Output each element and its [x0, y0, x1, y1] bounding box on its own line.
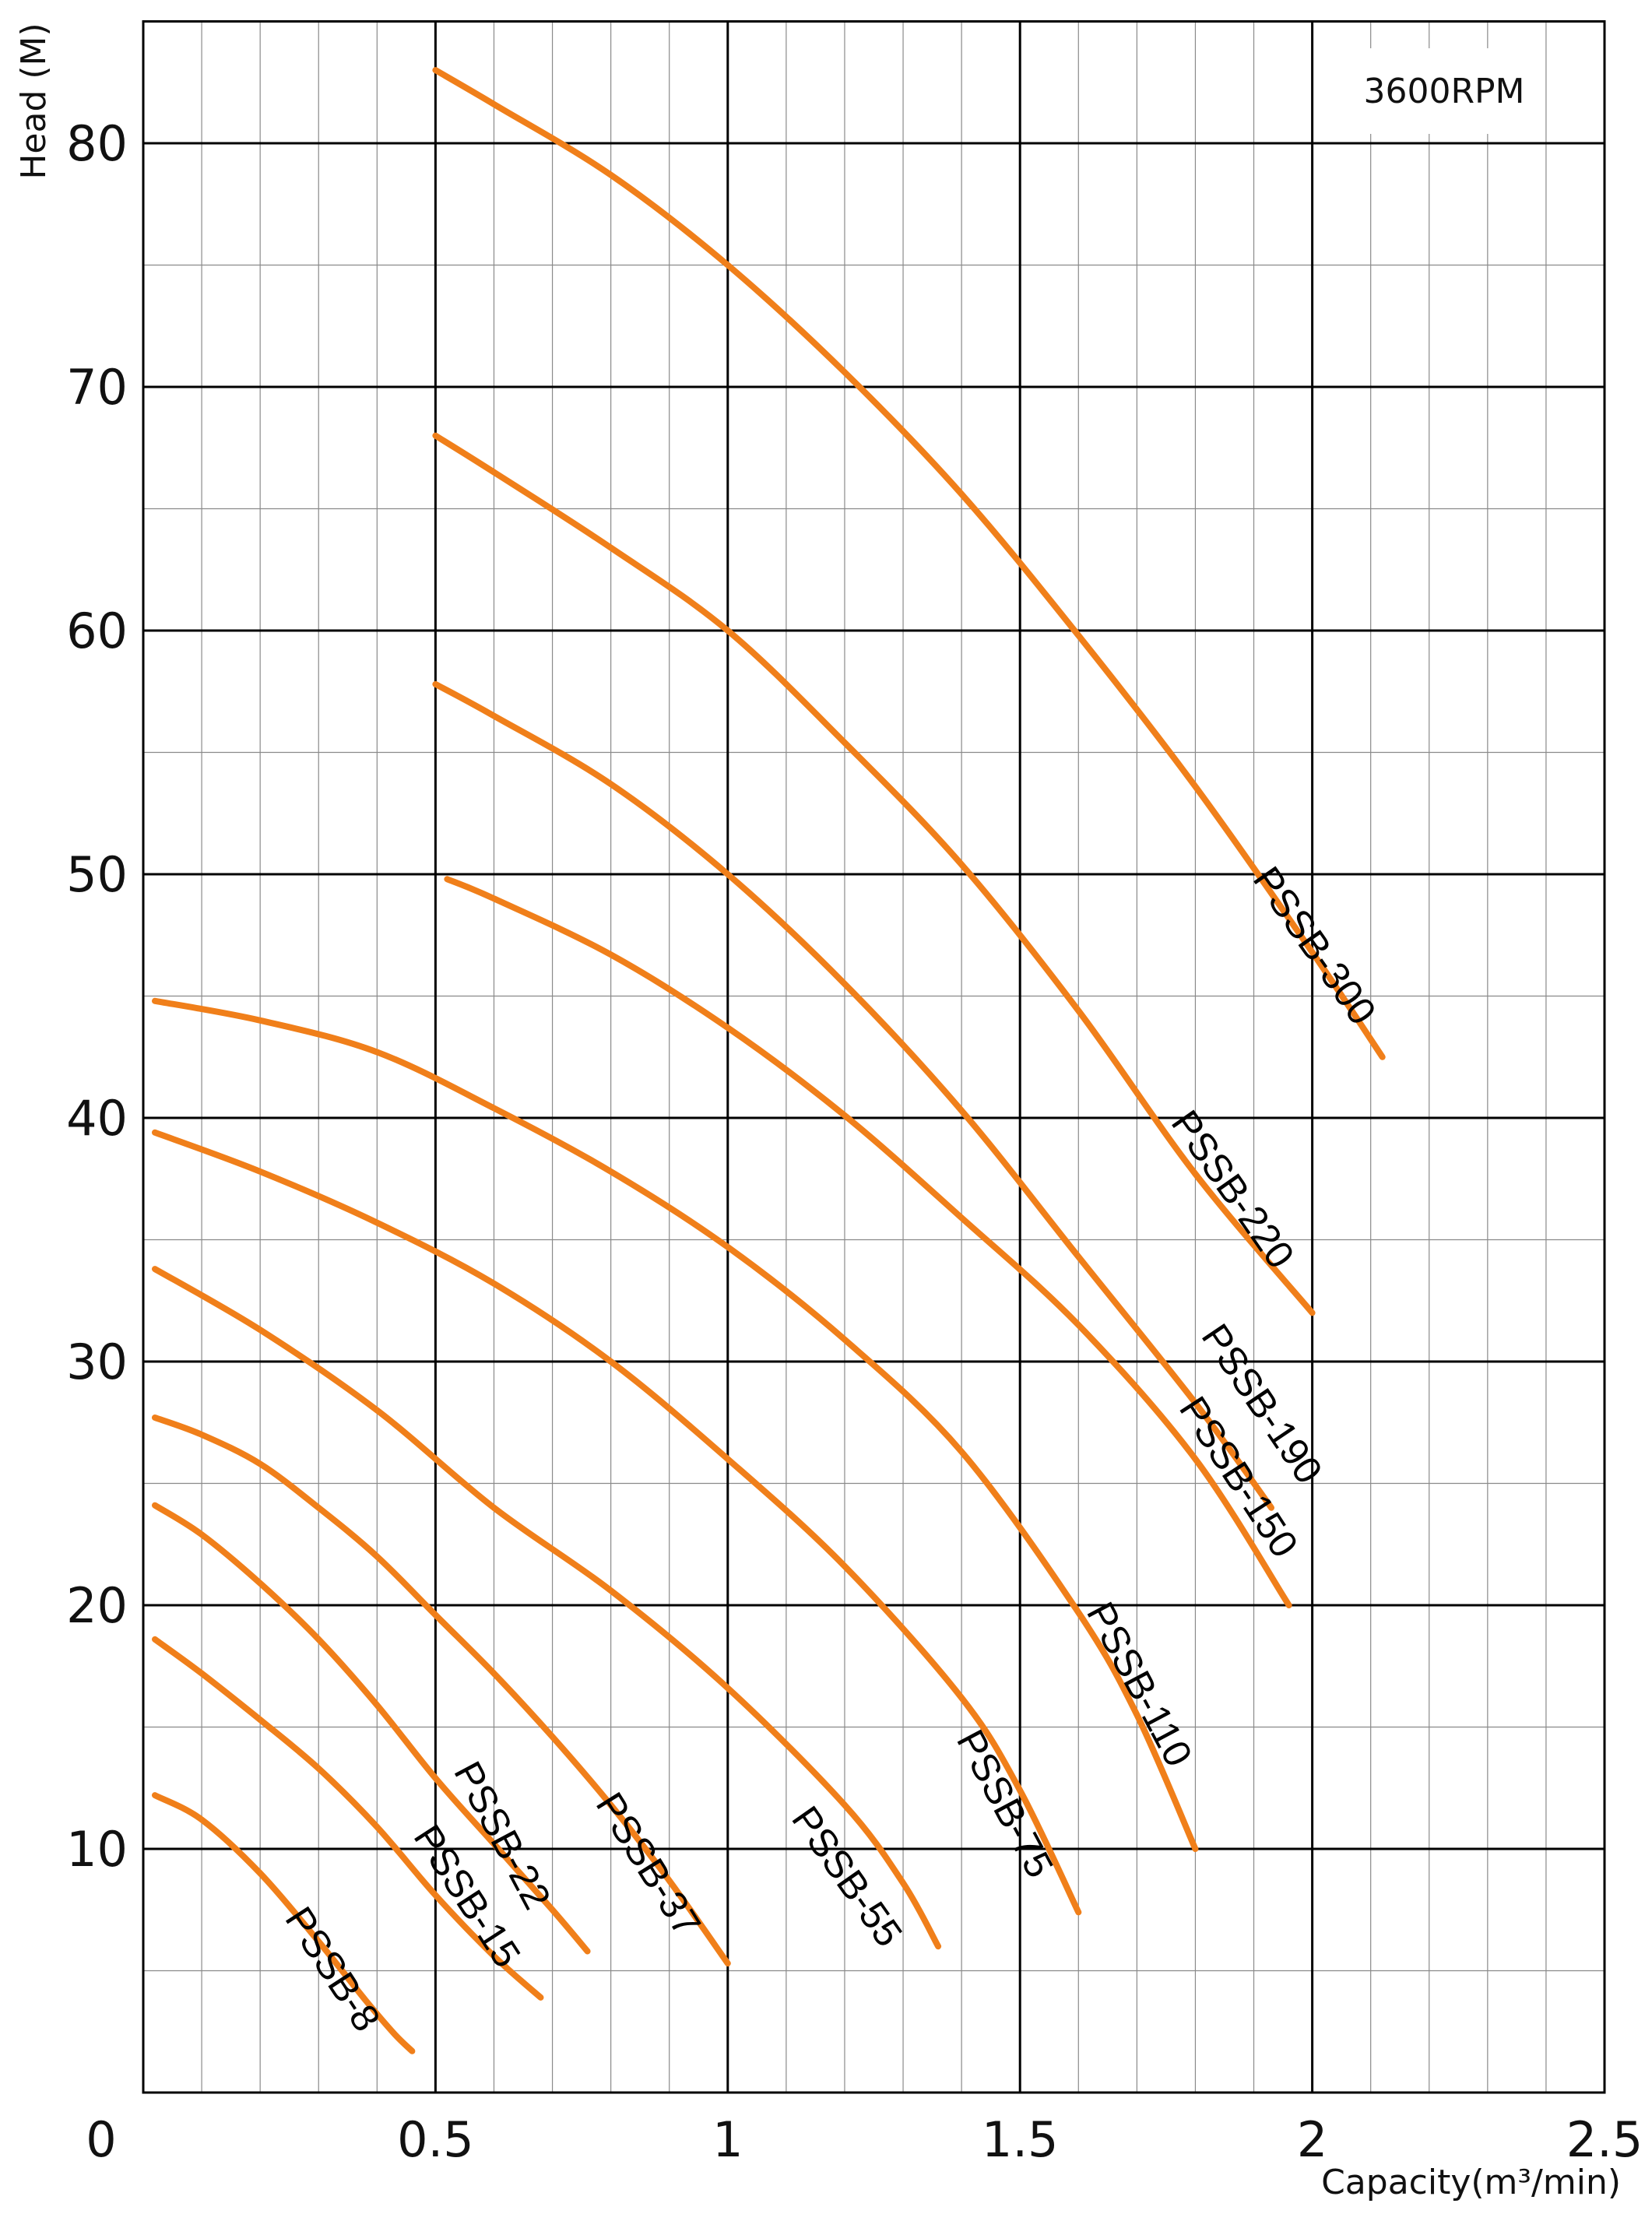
y-tick-label: 40: [66, 1090, 128, 1147]
x-tick-label: 2.5: [1566, 2111, 1643, 2168]
y-tick-label: 20: [66, 1577, 128, 1634]
curve-pssb-110: [152, 997, 1199, 1852]
y-tick-label: 70: [66, 359, 128, 416]
x-tick-label: 0.5: [397, 2111, 474, 2168]
curve-pssb-8: [152, 1792, 416, 2054]
rpm-annotation-background: [1343, 48, 1545, 134]
y-axis-label: Head (M): [14, 23, 54, 179]
y-tick-label: 10: [66, 1821, 128, 1878]
curve-pssb-22: [152, 1502, 591, 1955]
y-tick-labels: 10 20 30 40 50 60 70 80: [66, 115, 128, 1878]
x-tick-label: 1.5: [982, 2111, 1059, 2168]
curve-pssb-220: [432, 432, 1316, 1316]
curve-pssb-190: [432, 680, 1274, 1511]
x-tick-labels: 0 0.5 1 1.5 2 2.5: [86, 2111, 1643, 2168]
y-tick-label: 30: [66, 1334, 128, 1390]
rpm-annotation: 3600RPM: [1343, 48, 1545, 134]
curve-pssb-55: [152, 1266, 942, 1950]
curve-pssb-75: [152, 1129, 1082, 1916]
x-tick-label: 0: [86, 2111, 116, 2168]
pump-curves: [152, 67, 1386, 2054]
y-tick-label: 80: [66, 115, 128, 172]
major-gridlines: [143, 21, 1605, 2093]
x-tick-label: 2: [1297, 2111, 1327, 2168]
curve-pssb-37: [152, 1414, 731, 1967]
rpm-annotation-text: 3600RPM: [1363, 72, 1524, 111]
curve-pssb-300: [432, 67, 1386, 1060]
curve-pssb-150: [444, 876, 1292, 1608]
x-tick-label: 1: [712, 2111, 743, 2168]
minor-gridlines: [143, 21, 1605, 2093]
y-tick-label: 50: [66, 846, 128, 903]
plot-frame: [142, 20, 1606, 2094]
curve-pssb-15: [152, 1636, 544, 2001]
x-axis-label: Capacity(m³/min): [1321, 2163, 1621, 2202]
y-tick-label: 60: [66, 603, 128, 659]
